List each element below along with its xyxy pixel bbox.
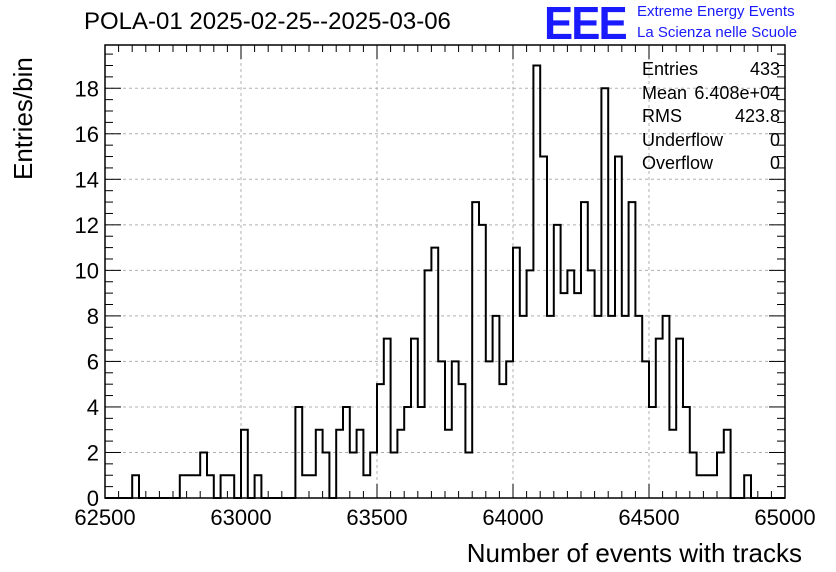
stats-value: 423.8 — [734, 106, 780, 126]
stats-row-rms: RMS 423.8 — [642, 105, 780, 129]
y-tick-label: 16 — [75, 122, 99, 147]
stats-value: 6.408e+04 — [694, 82, 780, 103]
x-tick-label: 63000 — [210, 505, 271, 530]
logo-caption-line1: Extreme Energy Events — [637, 3, 795, 20]
grid-lines — [105, 45, 785, 498]
y-tick-label: 14 — [75, 167, 99, 192]
x-tick-label: 64000 — [482, 505, 543, 530]
x-tick-label: 62500 — [74, 505, 135, 530]
stats-label: Mean — [642, 82, 688, 103]
x-tick-label: 64500 — [618, 505, 679, 530]
y-tick-label: 12 — [75, 213, 99, 238]
x-axis-title: Number of events with tracks — [467, 538, 802, 568]
stats-label: Entries — [642, 59, 699, 79]
y-tick-label: 0 — [87, 486, 99, 511]
y-tick-label: 4 — [87, 395, 99, 420]
stats-value: 0 — [769, 129, 780, 150]
stats-row-overflow: Overflow 0 — [642, 152, 780, 176]
stats-label: Overflow — [642, 153, 714, 173]
histogram-line — [105, 64, 785, 499]
eee-logo: EEE — [544, 0, 628, 49]
y-tick-label: 8 — [87, 304, 99, 329]
y-tick-labels: 0 2 4 6 8 10 12 14 16 18 — [75, 76, 99, 511]
stats-value: 0 — [769, 153, 780, 173]
y-tick-label: 18 — [75, 76, 99, 101]
stats-row-entries: Entries 433 — [642, 58, 780, 82]
y-tick-label: 10 — [75, 258, 99, 283]
logo-caption-line2: La Scienza nelle Scuole — [637, 24, 798, 41]
x-tick-label: 65000 — [754, 505, 815, 530]
y-tick-label: 2 — [87, 440, 99, 465]
stats-label: RMS — [642, 106, 682, 126]
y-axis-title: Entries/bin — [8, 57, 38, 180]
y-tick-label: 6 — [87, 349, 99, 374]
stats-row-mean: Mean 6.408e+04 — [642, 82, 780, 106]
x-tick-labels: 62500 63000 63500 64000 64500 65000 — [74, 505, 815, 530]
stats-value: 433 — [749, 59, 780, 79]
x-tick-label: 63500 — [346, 505, 407, 530]
stats-row-underflow: Underflow 0 — [642, 129, 780, 153]
stats-label: Underflow — [642, 129, 724, 150]
axis-ticks — [104, 45, 786, 499]
stats-box: Entries 433 Mean 6.408e+04 RMS 423.8 Und… — [642, 58, 780, 176]
plot-frame — [104, 44, 786, 499]
chart-title: POLA-01 2025-02-25--2025-03-06 — [84, 8, 451, 35]
